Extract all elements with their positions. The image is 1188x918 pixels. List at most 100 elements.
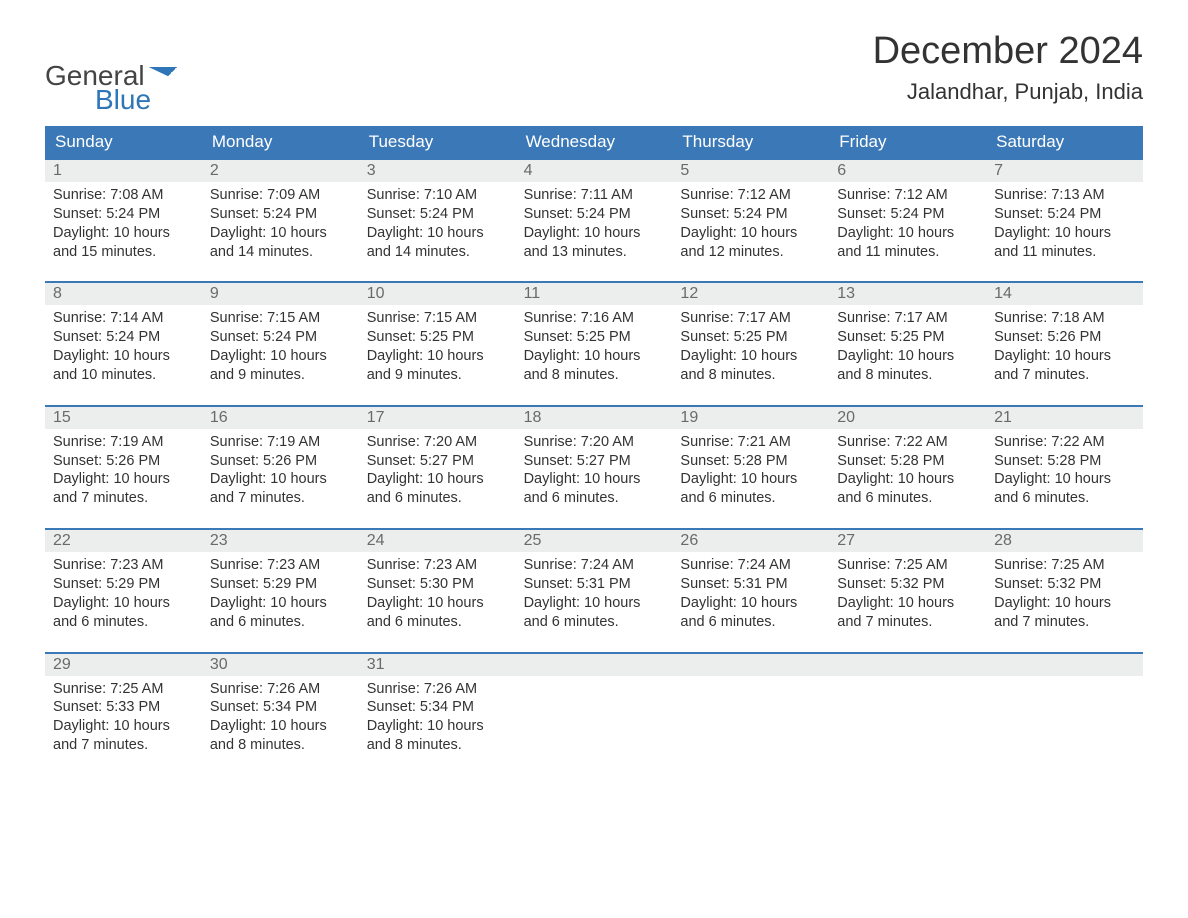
daylight-line: Daylight: 10 hours and 12 minutes. [680,224,821,262]
sunset-line: Sunset: 5:28 PM [994,452,1135,471]
day-cell: Sunrise: 7:22 AMSunset: 5:28 PMDaylight:… [986,429,1143,528]
sunrise-line: Sunrise: 7:14 AM [53,309,194,328]
daylight-line: Daylight: 10 hours and 13 minutes. [524,224,665,262]
day-cell: Sunrise: 7:17 AMSunset: 5:25 PMDaylight:… [672,305,829,404]
day-header: Wednesday [516,126,673,158]
sunrise-line: Sunrise: 7:17 AM [680,309,821,328]
sunset-line: Sunset: 5:28 PM [680,452,821,471]
day-cell: Sunrise: 7:16 AMSunset: 5:25 PMDaylight:… [516,305,673,404]
day-number: 6 [829,158,986,182]
day-number: 2 [202,158,359,182]
sunset-line: Sunset: 5:26 PM [210,452,351,471]
day-number: 5 [672,158,829,182]
location-subtitle: Jalandhar, Punjab, India [873,79,1143,105]
day-number: 18 [516,405,673,429]
sunrise-line: Sunrise: 7:25 AM [53,680,194,699]
day-number: 13 [829,281,986,305]
day-cell: Sunrise: 7:21 AMSunset: 5:28 PMDaylight:… [672,429,829,528]
daylight-line: Daylight: 10 hours and 7 minutes. [210,470,351,508]
sunrise-line: Sunrise: 7:17 AM [837,309,978,328]
day-number [829,652,986,676]
daylight-line: Daylight: 10 hours and 8 minutes. [837,347,978,385]
day-cell: Sunrise: 7:15 AMSunset: 5:25 PMDaylight:… [359,305,516,404]
title-block: December 2024 Jalandhar, Punjab, India [873,30,1143,105]
day-cell: Sunrise: 7:24 AMSunset: 5:31 PMDaylight:… [516,552,673,651]
brand-logo: General Blue [45,30,187,116]
daylight-line: Daylight: 10 hours and 6 minutes. [367,594,508,632]
sunrise-line: Sunrise: 7:22 AM [837,433,978,452]
daylight-line: Daylight: 10 hours and 6 minutes. [210,594,351,632]
sunrise-line: Sunrise: 7:21 AM [680,433,821,452]
day-cell [829,676,986,775]
daylight-line: Daylight: 10 hours and 8 minutes. [680,347,821,385]
sunrise-line: Sunrise: 7:25 AM [994,556,1135,575]
day-header: Saturday [986,126,1143,158]
day-number: 31 [359,652,516,676]
day-number: 9 [202,281,359,305]
sunset-line: Sunset: 5:34 PM [367,698,508,717]
sunset-line: Sunset: 5:28 PM [837,452,978,471]
daylight-line: Daylight: 10 hours and 7 minutes. [53,717,194,755]
daylight-line: Daylight: 10 hours and 7 minutes. [994,347,1135,385]
day-number: 1 [45,158,202,182]
sunrise-line: Sunrise: 7:09 AM [210,186,351,205]
sunset-line: Sunset: 5:33 PM [53,698,194,717]
sunset-line: Sunset: 5:27 PM [367,452,508,471]
day-number: 10 [359,281,516,305]
sunset-line: Sunset: 5:26 PM [994,328,1135,347]
day-header: Monday [202,126,359,158]
day-cell: Sunrise: 7:23 AMSunset: 5:29 PMDaylight:… [202,552,359,651]
day-number: 30 [202,652,359,676]
day-cell: Sunrise: 7:12 AMSunset: 5:24 PMDaylight:… [672,182,829,281]
day-cell [516,676,673,775]
sunset-line: Sunset: 5:27 PM [524,452,665,471]
sunset-line: Sunset: 5:26 PM [53,452,194,471]
day-number: 22 [45,528,202,552]
sunrise-line: Sunrise: 7:26 AM [210,680,351,699]
sunset-line: Sunset: 5:29 PM [210,575,351,594]
day-number: 3 [359,158,516,182]
daylight-line: Daylight: 10 hours and 8 minutes. [367,717,508,755]
sunset-line: Sunset: 5:24 PM [994,205,1135,224]
day-cell: Sunrise: 7:24 AMSunset: 5:31 PMDaylight:… [672,552,829,651]
day-cell [986,676,1143,775]
daylight-line: Daylight: 10 hours and 6 minutes. [367,470,508,508]
day-number: 4 [516,158,673,182]
sunset-line: Sunset: 5:24 PM [680,205,821,224]
day-number: 25 [516,528,673,552]
day-number: 19 [672,405,829,429]
daylight-line: Daylight: 10 hours and 10 minutes. [53,347,194,385]
daylight-line: Daylight: 10 hours and 11 minutes. [994,224,1135,262]
day-number: 20 [829,405,986,429]
sunrise-line: Sunrise: 7:24 AM [680,556,821,575]
day-cell: Sunrise: 7:17 AMSunset: 5:25 PMDaylight:… [829,305,986,404]
day-cell: Sunrise: 7:23 AMSunset: 5:30 PMDaylight:… [359,552,516,651]
day-number: 12 [672,281,829,305]
header-block: General Blue December 2024 Jalandhar, Pu… [45,30,1143,116]
day-cell: Sunrise: 7:19 AMSunset: 5:26 PMDaylight:… [45,429,202,528]
day-cell: Sunrise: 7:08 AMSunset: 5:24 PMDaylight:… [45,182,202,281]
daylight-line: Daylight: 10 hours and 14 minutes. [367,224,508,262]
daylight-line: Daylight: 10 hours and 8 minutes. [524,347,665,385]
brand-word2: Blue [95,84,151,116]
sunset-line: Sunset: 5:25 PM [524,328,665,347]
daylight-line: Daylight: 10 hours and 6 minutes. [53,594,194,632]
day-number: 28 [986,528,1143,552]
daylight-line: Daylight: 10 hours and 7 minutes. [53,470,194,508]
daylight-line: Daylight: 10 hours and 8 minutes. [210,717,351,755]
day-number: 29 [45,652,202,676]
daylight-line: Daylight: 10 hours and 6 minutes. [837,470,978,508]
day-number: 27 [829,528,986,552]
day-header: Friday [829,126,986,158]
day-number: 7 [986,158,1143,182]
day-cell: Sunrise: 7:26 AMSunset: 5:34 PMDaylight:… [359,676,516,775]
day-header: Thursday [672,126,829,158]
sunrise-line: Sunrise: 7:12 AM [837,186,978,205]
day-number [986,652,1143,676]
daylight-line: Daylight: 10 hours and 6 minutes. [524,594,665,632]
day-number: 11 [516,281,673,305]
day-header: Tuesday [359,126,516,158]
sunrise-line: Sunrise: 7:11 AM [524,186,665,205]
day-number [516,652,673,676]
sunrise-line: Sunrise: 7:25 AM [837,556,978,575]
